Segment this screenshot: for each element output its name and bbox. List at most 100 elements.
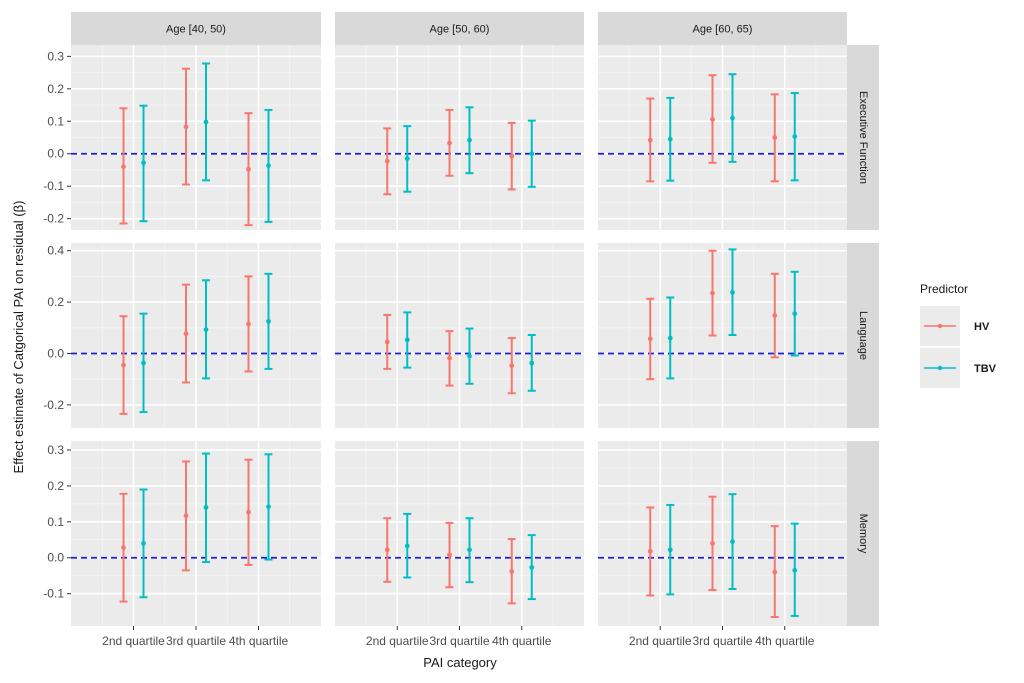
error-bar-tbv-2nd-quartile [403, 512, 412, 579]
legend-key-hv-point [937, 323, 943, 329]
error-bar-point [266, 504, 271, 510]
error-bar-tbv-4th-quartile [264, 108, 273, 223]
error-bar-tbv-2nd-quartile [139, 488, 148, 599]
y-tick-labels: -0.2 -0.1 0.0 0.1 0.2 0.3 -0.2 0.0 0.2 0.4 -0.1 0.0… [43, 49, 71, 601]
error-bar-tbv-3rd-quartile [202, 452, 210, 564]
error-bar-point [246, 509, 251, 515]
facet-strip-label: Age [60, 65) [693, 24, 753, 36]
error-bar-hv-2nd-quartile [119, 315, 128, 415]
error-bar-point [710, 290, 715, 296]
error-bar-point [667, 136, 673, 142]
error-bar-tbv-2nd-quartile [139, 104, 148, 223]
facet-strip-label: Age [50, 60) [430, 24, 490, 36]
error-bar-tbv-2nd-quartile [139, 312, 148, 414]
error-bar-point [730, 539, 735, 544]
y-tick-label: 0.2 [47, 479, 64, 493]
error-bar-hv-2nd-quartile [119, 492, 128, 603]
y-tick-label: 0.0 [47, 551, 64, 565]
error-bar-hv-2nd-quartile [383, 127, 392, 196]
panel-executive-function-age-50-60 [335, 45, 584, 230]
x-tick-label: 4th quartile [492, 634, 552, 648]
error-bar-hv-3rd-quartile [708, 495, 717, 592]
y-tick-label: 0.3 [47, 443, 64, 457]
error-bar-point [203, 505, 209, 510]
x-tick-label: 4th quartile [755, 634, 815, 648]
error-bar-tbv-2nd-quartile [666, 503, 675, 596]
facet-strip-memory [847, 441, 879, 626]
legend: Predictor HV TBV [920, 282, 997, 388]
error-bar-hv-3rd-quartile [182, 67, 190, 186]
error-bar-tbv-3rd-quartile [728, 73, 737, 163]
error-bar-hv-2nd-quartile [646, 506, 655, 597]
y-tick-label: -0.2 [43, 212, 64, 226]
y-tick-label: 0.0 [47, 147, 64, 161]
error-bar-hv-3rd-quartile [445, 108, 454, 177]
error-bar-hv-2nd-quartile [646, 297, 655, 381]
error-bar-point [647, 336, 653, 342]
error-bar-hv-2nd-quartile [383, 517, 392, 583]
panel-memory-age-50-60 [335, 441, 584, 626]
error-bar-tbv-4th-quartile [264, 453, 273, 561]
facet-strip-label: Memory [857, 514, 869, 554]
error-bar-tbv-4th-quartile [264, 272, 273, 370]
error-bar-point [141, 540, 146, 546]
y-tick-label: 0.1 [47, 515, 64, 529]
error-bar-point [246, 166, 251, 172]
error-bar-point [710, 116, 715, 122]
error-bar-tbv-3rd-quartile [202, 279, 210, 380]
panel-memory-age-60-65 [598, 441, 847, 626]
error-bar-hv-2nd-quartile [119, 107, 128, 225]
y-tick-label: -0.1 [43, 179, 64, 193]
error-bar-tbv-3rd-quartile [728, 493, 737, 590]
error-bar-point [529, 565, 535, 570]
error-bar-point [529, 151, 535, 157]
error-bar-hv-4th-quartile [770, 525, 779, 619]
error-bar-hv-4th-quartile [244, 458, 253, 566]
y-tick-label: -0.2 [43, 398, 64, 412]
error-bar-tbv-2nd-quartile [403, 311, 412, 369]
error-bar-point [772, 135, 778, 140]
error-bar-point [183, 124, 189, 130]
y-tick-label: 0.4 [47, 244, 64, 258]
error-bar-hv-3rd-quartile [708, 249, 717, 337]
error-bar-point [667, 547, 673, 553]
error-bar-point [710, 540, 715, 546]
x-tick-label: 4th quartile [229, 634, 289, 648]
error-bar-tbv-3rd-quartile [465, 106, 474, 175]
x-tick-labels: 2nd quartile 3rd quartile 4th quartile 2nd … [102, 626, 815, 648]
error-bar-point [509, 568, 515, 574]
error-bar-hv-4th-quartile [244, 112, 253, 227]
error-bar-tbv-2nd-quartile [403, 125, 412, 193]
error-bar-point [772, 313, 778, 318]
facet-strip-label: Executive Function [857, 91, 869, 184]
panel-language-age-60-65 [598, 243, 847, 428]
error-bar-tbv-3rd-quartile [465, 517, 474, 584]
error-bar-hv-4th-quartile [507, 538, 516, 605]
error-bar-hv-4th-quartile [770, 272, 779, 359]
facet-strip-age-60-65 [598, 12, 847, 45]
x-tick-label: 3rd quartile [429, 634, 489, 648]
error-bar-point [141, 160, 146, 166]
error-bar-point [384, 547, 390, 553]
error-bar-hv-3rd-quartile [708, 74, 717, 164]
error-bar-point [203, 119, 209, 125]
error-bar-point [121, 545, 126, 551]
error-bar-point [404, 543, 410, 549]
error-bar-tbv-4th-quartile [790, 522, 799, 617]
error-bar-hv-4th-quartile [244, 275, 253, 373]
error-bar-hv-4th-quartile [507, 121, 516, 191]
error-bar-hv-4th-quartile [770, 93, 779, 183]
panels-layer: Age [40, 50) Age [50, 60) Age [60, 65) Exec… [71, 12, 879, 626]
legend-key-tbv-point [937, 365, 943, 371]
error-bar-point [792, 311, 798, 317]
facet-strip-age-50-60 [335, 12, 584, 45]
error-bar-hv-4th-quartile [507, 337, 516, 395]
error-bar-point [121, 164, 126, 170]
panel-language-age-40-50 [71, 243, 321, 428]
y-tick-label: 0.2 [47, 82, 64, 96]
error-bar-point [141, 360, 146, 366]
legend-label-hv: HV [974, 321, 990, 333]
error-bar-tbv-4th-quartile [527, 333, 536, 392]
error-bar-point [447, 552, 452, 558]
x-tick-label: 2nd quartile [102, 634, 165, 648]
